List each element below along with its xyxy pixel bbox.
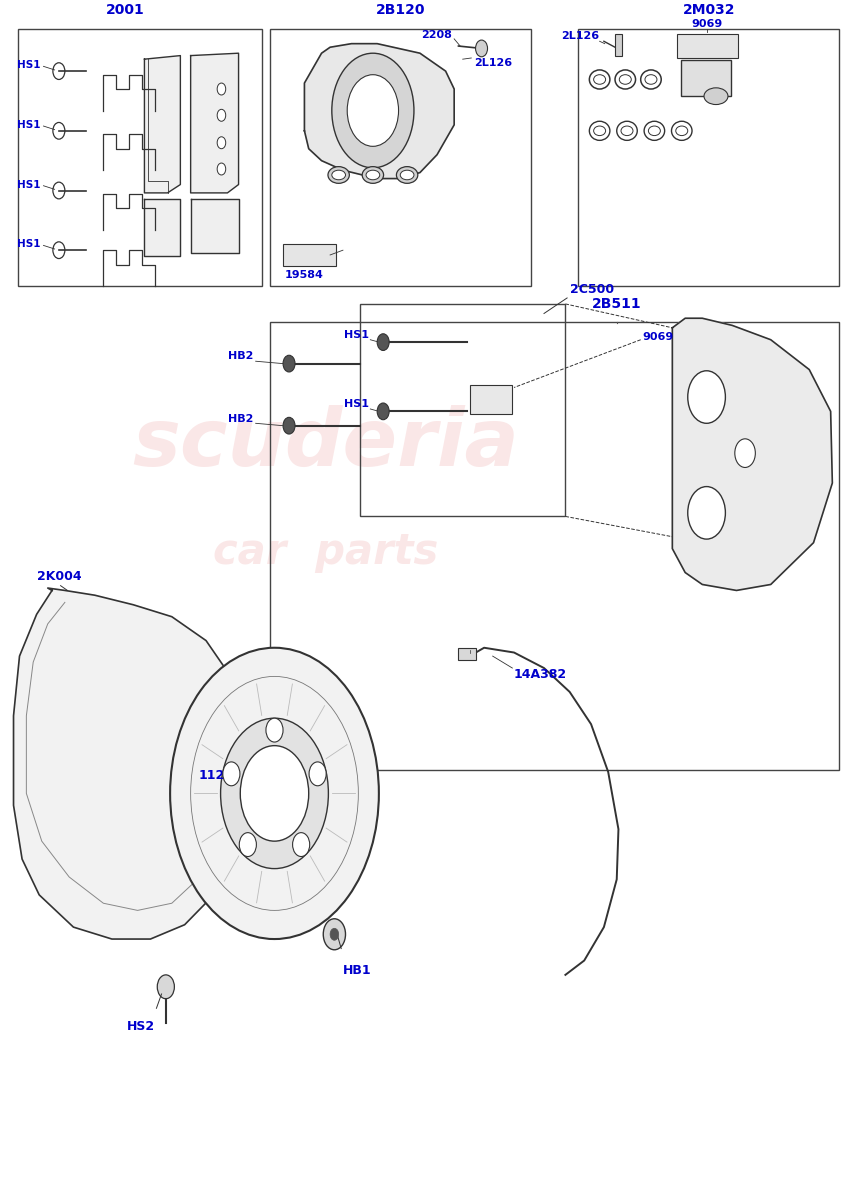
Ellipse shape	[397, 167, 418, 184]
Polygon shape	[673, 318, 832, 590]
Text: HB2: HB2	[228, 414, 253, 424]
Polygon shape	[190, 199, 238, 252]
Text: HS1: HS1	[344, 330, 369, 340]
Circle shape	[332, 53, 414, 168]
Circle shape	[688, 486, 725, 539]
Text: HS1: HS1	[344, 400, 369, 409]
Text: HS1: HS1	[17, 180, 41, 190]
Text: HS1: HS1	[17, 60, 41, 70]
Circle shape	[217, 109, 225, 121]
Text: HS1: HS1	[17, 120, 41, 130]
Circle shape	[476, 40, 488, 56]
Text: scuderia: scuderia	[132, 404, 519, 482]
Text: HB2: HB2	[228, 352, 253, 361]
Text: 2001: 2001	[105, 4, 144, 17]
Circle shape	[283, 418, 295, 434]
Circle shape	[170, 648, 379, 940]
Polygon shape	[14, 588, 238, 940]
Text: car  parts: car parts	[213, 530, 439, 572]
Text: 2208: 2208	[421, 30, 452, 41]
Bar	[360, 304, 566, 516]
Bar	[283, 245, 336, 265]
Text: 1125: 1125	[199, 769, 233, 782]
Text: 9069: 9069	[692, 19, 723, 29]
Polygon shape	[145, 199, 180, 256]
Text: 2K004: 2K004	[37, 570, 81, 583]
Text: 2M032: 2M032	[683, 4, 735, 17]
Text: 19584: 19584	[285, 270, 324, 281]
Text: 2L126: 2L126	[474, 58, 512, 67]
Circle shape	[158, 974, 174, 998]
Polygon shape	[190, 53, 238, 193]
Bar	[615, 34, 622, 55]
Text: 9069: 9069	[643, 332, 674, 342]
Ellipse shape	[366, 170, 380, 180]
Circle shape	[220, 718, 328, 869]
Circle shape	[223, 762, 240, 786]
Ellipse shape	[704, 88, 728, 104]
Text: 2L126: 2L126	[561, 31, 600, 42]
Text: HB1: HB1	[343, 964, 372, 977]
Circle shape	[292, 833, 309, 857]
Bar	[681, 60, 730, 96]
Bar	[270, 322, 839, 769]
Text: 2B511: 2B511	[592, 298, 642, 311]
Circle shape	[347, 74, 399, 146]
Circle shape	[239, 833, 256, 857]
Circle shape	[309, 762, 327, 786]
Circle shape	[688, 371, 725, 424]
Circle shape	[330, 929, 339, 941]
Ellipse shape	[332, 170, 345, 180]
Bar	[470, 385, 512, 414]
Circle shape	[266, 718, 283, 742]
Circle shape	[377, 403, 389, 420]
Text: HS1: HS1	[17, 239, 41, 250]
Circle shape	[217, 163, 225, 175]
Bar	[270, 29, 531, 286]
Bar	[18, 29, 261, 286]
Circle shape	[377, 334, 389, 350]
Circle shape	[734, 439, 755, 468]
Circle shape	[217, 137, 225, 149]
Bar	[458, 648, 476, 660]
Bar	[578, 29, 839, 286]
Polygon shape	[304, 43, 454, 179]
Circle shape	[323, 919, 345, 949]
Text: 2B120: 2B120	[376, 4, 426, 17]
Text: 14A382: 14A382	[514, 668, 567, 682]
Bar	[677, 34, 738, 58]
Text: HS2: HS2	[127, 1020, 155, 1033]
Circle shape	[283, 355, 295, 372]
Text: 2C500: 2C500	[570, 282, 614, 295]
Ellipse shape	[328, 167, 350, 184]
Ellipse shape	[363, 167, 384, 184]
Circle shape	[240, 745, 309, 841]
Polygon shape	[145, 55, 180, 193]
Circle shape	[217, 83, 225, 95]
Ellipse shape	[400, 170, 414, 180]
